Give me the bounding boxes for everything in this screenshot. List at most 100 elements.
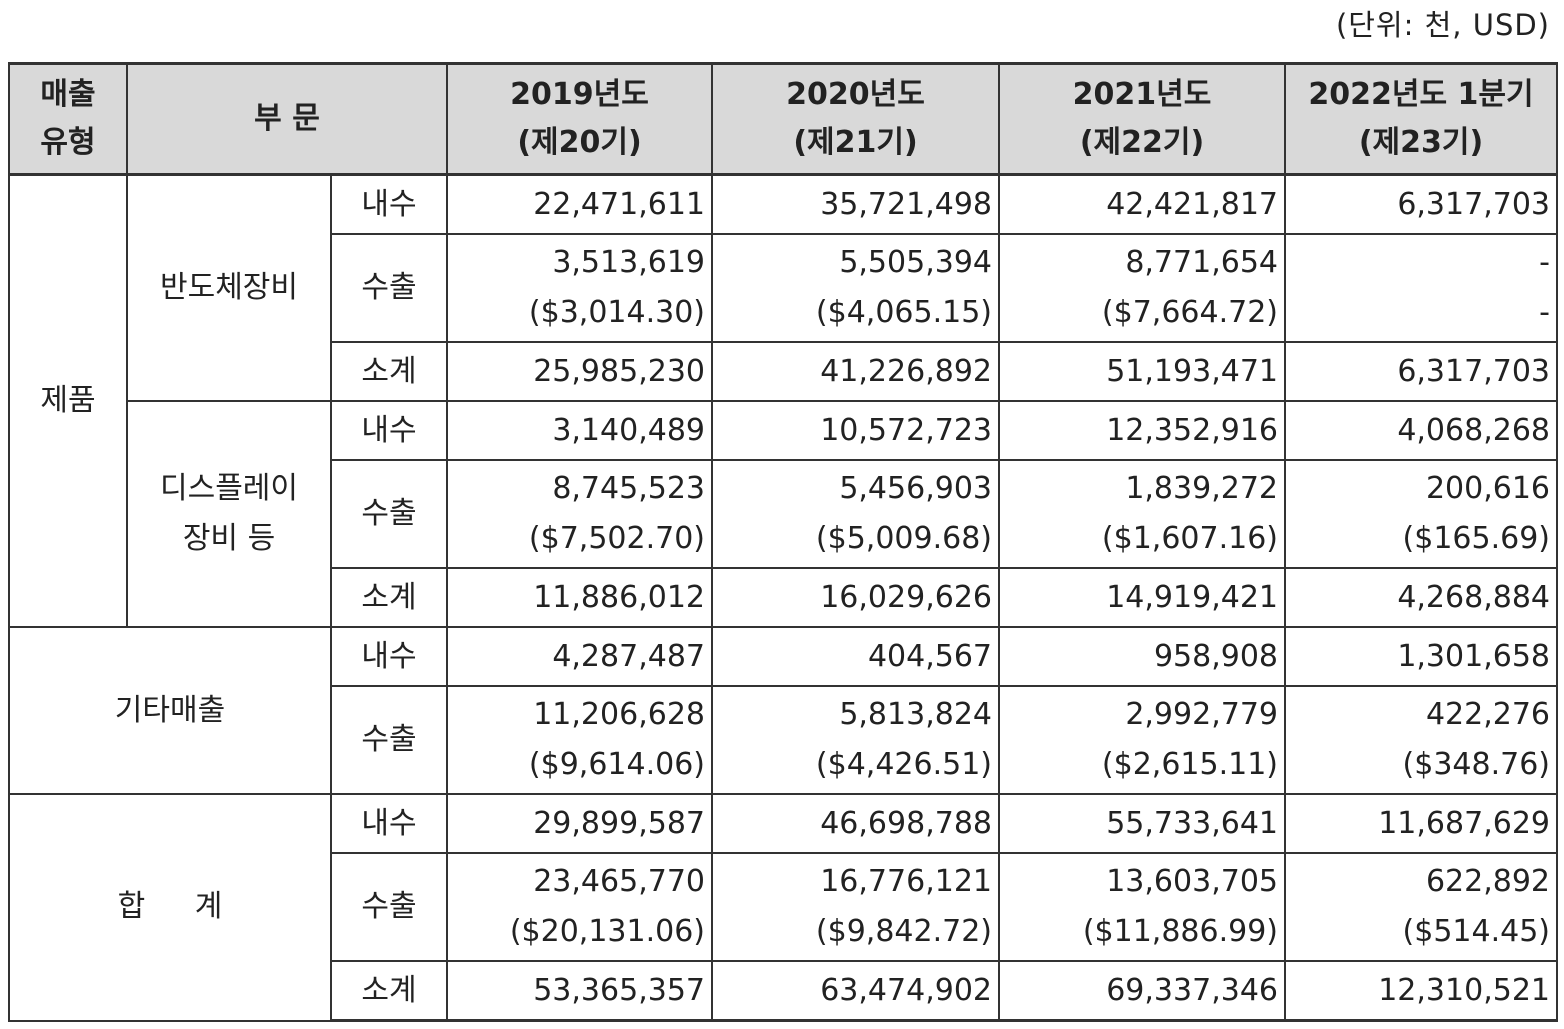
cell-krw: - xyxy=(1539,245,1550,280)
cell-value: 69,337,346 xyxy=(998,960,1286,1022)
row-label-subtotal: 소계 xyxy=(330,567,448,628)
cell-value-dual: 16,776,121 ($9,842.72) xyxy=(711,852,1000,962)
cell-krw: 1,839,272 xyxy=(1125,471,1278,506)
cell-value-dual: 13,603,705 ($11,886.99) xyxy=(998,852,1286,962)
cell-value: 16,029,626 xyxy=(711,567,1000,628)
cell-usd: ($7,664.72) xyxy=(1101,295,1278,330)
row-label-export: 수출 xyxy=(330,459,448,569)
cell-krw: 16,776,121 xyxy=(820,864,992,899)
row-label-subtotal: 소계 xyxy=(330,960,448,1022)
segment-display-line2: 장비 등 xyxy=(182,521,276,556)
cell-value: 958,908 xyxy=(998,626,1286,687)
table-row-total-export: 수출 23,465,770 ($20,131.06) 16,776,121 ($9,… xyxy=(9,852,1558,962)
header-col-2022q1: 2022년도 1분기 (제23기) xyxy=(1284,62,1558,176)
cell-krw: 5,813,824 xyxy=(839,697,992,732)
table-row-semi-subtotal: 소계 25,985,230 41,226,892 51,193,471 6,31… xyxy=(9,341,1558,402)
cell-value: 22,471,611 xyxy=(446,173,713,235)
cell-value-dual: 5,813,824 ($4,426.51) xyxy=(711,685,1000,795)
table-row-display-subtotal: 소계 11,886,012 16,029,626 14,919,421 4,26… xyxy=(9,567,1558,628)
cell-value: 11,886,012 xyxy=(446,567,713,628)
segment-display: 디스플레이 장비 등 xyxy=(126,400,332,628)
cell-usd: ($11,886.99) xyxy=(1082,914,1278,949)
cell-value: 63,474,902 xyxy=(711,960,1000,1022)
unit-note: (단위: 천, USD) xyxy=(1335,8,1550,42)
header-sales-type-line2: 유형 xyxy=(40,125,96,160)
row-label-domestic: 내수 xyxy=(330,626,448,687)
table-row-display-domestic: 디스플레이 장비 등 내수 3,140,489 10,572,723 12,35… xyxy=(9,400,1558,628)
cell-usd: ($4,426.51) xyxy=(815,747,992,782)
row-label-export: 수출 xyxy=(330,233,448,343)
cell-value-dual: 422,276 ($348.76) xyxy=(1284,685,1558,795)
header-col-2021-period: (제22기) xyxy=(1079,125,1205,160)
cell-value-dual: -- xyxy=(1284,233,1558,343)
cell-krw: 3,513,619 xyxy=(552,245,705,280)
header-col-2019-year: 2019년도 xyxy=(510,77,649,112)
cell-value: 3,140,489 xyxy=(446,400,713,461)
cell-krw: 5,456,903 xyxy=(839,471,992,506)
cell-value: 42,421,817 xyxy=(998,173,1286,235)
cell-krw: 13,603,705 xyxy=(1106,864,1278,899)
cell-value: 1,301,658 xyxy=(1284,626,1558,687)
cell-value-dual: 3,513,619 ($3,014.30) xyxy=(446,233,713,343)
header-col-2021: 2021년도 (제22기) xyxy=(998,62,1286,176)
cell-usd: ($165.69) xyxy=(1402,521,1550,556)
cell-value-dual: 1,839,272 ($1,607.16) xyxy=(998,459,1286,569)
sales-table: 매출 유형 부 문 2019년도 (제20기) 2020년도 (제21기) 20… xyxy=(8,62,1558,1022)
cell-value: 51,193,471 xyxy=(998,341,1286,402)
cell-value: 46,698,788 xyxy=(711,793,1000,854)
cell-value: 11,687,629 xyxy=(1284,793,1558,854)
cell-usd: ($5,009.68) xyxy=(815,521,992,556)
cell-value: 4,287,487 xyxy=(446,626,713,687)
cell-value-dual: 8,771,654 ($7,664.72) xyxy=(998,233,1286,343)
cell-krw: 422,276 xyxy=(1425,697,1550,732)
header-col-2020-year: 2020년도 xyxy=(786,77,925,112)
table-row-display-export: 수출 8,745,523 ($7,502.70) 5,456,903 ($5,009… xyxy=(9,459,1558,569)
table-row-semi-domestic: 제품 반도체장비 내수 22,471,611 35,721,498 42,421… xyxy=(8,173,1558,628)
cell-value: 6,317,703 xyxy=(1284,173,1558,235)
table-row-total-subtotal: 소계 53,365,357 63,474,902 69,337,346 12,3… xyxy=(9,960,1558,1022)
segment-display-line1: 디스플레이 xyxy=(160,471,298,506)
cell-value: 10,572,723 xyxy=(711,400,1000,461)
row-label-domestic: 내수 xyxy=(330,173,448,235)
category-other: 기타매출 xyxy=(8,626,332,795)
row-label-export: 수출 xyxy=(330,852,448,962)
cell-value: 12,310,521 xyxy=(1284,960,1558,1022)
category-total: 합 계 xyxy=(8,793,332,1022)
cell-value-dual: 8,745,523 ($7,502.70) xyxy=(446,459,713,569)
cell-value-dual: 200,616 ($165.69) xyxy=(1284,459,1558,569)
cell-value: 55,733,641 xyxy=(998,793,1286,854)
cell-krw: 8,771,654 xyxy=(1125,245,1278,280)
cell-krw: 8,745,523 xyxy=(552,471,705,506)
cell-value: 404,567 xyxy=(711,626,1000,687)
cell-krw: 23,465,770 xyxy=(533,864,705,899)
row-label-export: 수출 xyxy=(330,685,448,795)
cell-usd: ($20,131.06) xyxy=(509,914,705,949)
row-label-domestic: 내수 xyxy=(330,400,448,461)
header-col-2021-year: 2021년도 xyxy=(1072,77,1212,112)
cell-value: 29,899,587 xyxy=(446,793,713,854)
cell-krw: 200,616 xyxy=(1425,471,1550,506)
header-col-2022q1-period: (제23기) xyxy=(1358,125,1484,160)
cell-value-dual: 23,465,770 ($20,131.06) xyxy=(446,852,713,962)
header-col-2019-period: (제20기) xyxy=(517,125,642,160)
cell-value-dual: 2,992,779 ($2,615.11) xyxy=(998,685,1286,795)
cell-value: 12,352,916 xyxy=(998,400,1286,461)
cell-value-dual: 5,456,903 ($5,009.68) xyxy=(711,459,1000,569)
header-sales-type-line1: 매출 xyxy=(40,77,96,112)
cell-krw: 622,892 xyxy=(1425,864,1550,899)
header-segment: 부 문 xyxy=(126,62,448,176)
header-col-2020-period: (제21기) xyxy=(793,125,918,160)
cell-krw: 5,505,394 xyxy=(839,245,992,280)
table-row-other-export: 수출 11,206,628 ($9,614.06) 5,813,824 ($4,42… xyxy=(9,685,1558,795)
header-col-2020: 2020년도 (제21기) xyxy=(711,62,1000,176)
header-sales-type: 매출 유형 xyxy=(8,62,128,176)
cell-usd: ($4,065.15) xyxy=(815,295,992,330)
header-col-2019: 2019년도 (제20기) xyxy=(446,62,713,176)
segment-semi: 반도체장비 xyxy=(126,173,332,402)
cell-krw: 2,992,779 xyxy=(1125,697,1278,732)
cell-value: 53,365,357 xyxy=(446,960,713,1022)
cell-usd: ($348.76) xyxy=(1402,747,1550,782)
cell-value-dual: 5,505,394 ($4,065.15) xyxy=(711,233,1000,343)
cell-value-dual: 11,206,628 ($9,614.06) xyxy=(446,685,713,795)
cell-value: 6,317,703 xyxy=(1284,341,1558,402)
